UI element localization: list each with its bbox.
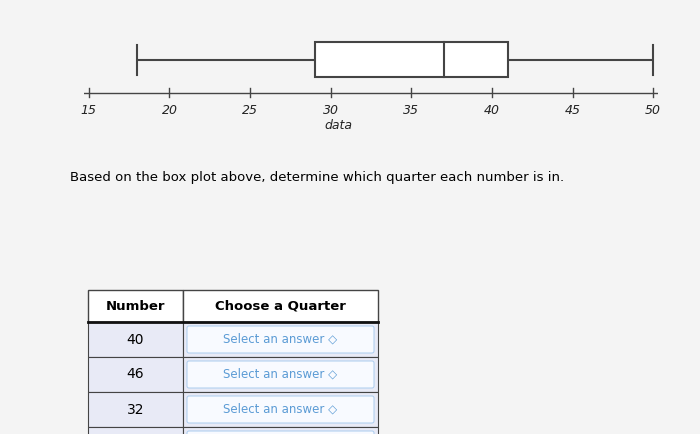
FancyBboxPatch shape <box>187 396 374 423</box>
FancyBboxPatch shape <box>187 431 374 434</box>
Text: 46: 46 <box>127 368 144 381</box>
FancyBboxPatch shape <box>183 322 378 357</box>
Text: Based on the box plot above, determine which quarter each number is in.: Based on the box plot above, determine w… <box>70 171 564 184</box>
Text: Select an answer ◇: Select an answer ◇ <box>223 403 337 416</box>
FancyBboxPatch shape <box>187 361 374 388</box>
FancyBboxPatch shape <box>183 427 378 434</box>
Text: 40: 40 <box>127 332 144 346</box>
FancyBboxPatch shape <box>183 357 378 392</box>
Bar <box>314 42 508 77</box>
Text: 35: 35 <box>403 104 419 117</box>
FancyBboxPatch shape <box>183 290 378 322</box>
FancyBboxPatch shape <box>88 357 183 392</box>
Text: Select an answer ◇: Select an answer ◇ <box>223 368 337 381</box>
Text: 32: 32 <box>127 402 144 417</box>
Text: 45: 45 <box>564 104 580 117</box>
FancyBboxPatch shape <box>88 290 183 322</box>
Text: Select an answer ◇: Select an answer ◇ <box>223 333 337 346</box>
Text: 40: 40 <box>484 104 500 117</box>
FancyBboxPatch shape <box>88 427 183 434</box>
Text: 20: 20 <box>162 104 178 117</box>
FancyBboxPatch shape <box>183 392 378 427</box>
Text: 50: 50 <box>645 104 661 117</box>
Text: Number: Number <box>106 299 165 312</box>
FancyBboxPatch shape <box>88 322 183 357</box>
FancyBboxPatch shape <box>88 392 183 427</box>
Text: 15: 15 <box>80 104 97 117</box>
Text: data: data <box>325 118 353 132</box>
Text: 25: 25 <box>242 104 258 117</box>
Text: Choose a Quarter: Choose a Quarter <box>215 299 346 312</box>
Text: 30: 30 <box>323 104 339 117</box>
FancyBboxPatch shape <box>187 326 374 353</box>
